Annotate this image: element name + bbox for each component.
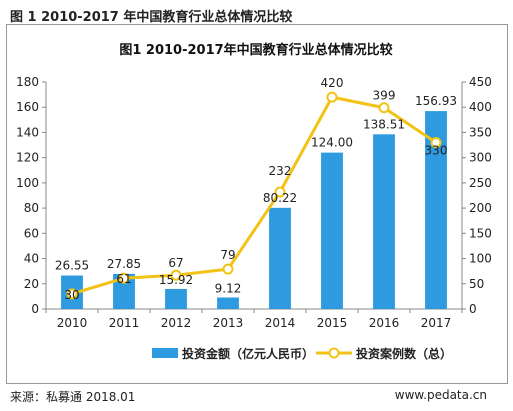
line-point	[170, 269, 182, 281]
line-series	[66, 91, 442, 300]
bar-value-label: 9.12	[215, 281, 242, 295]
y-right-tick-label: 150	[469, 226, 492, 240]
data-labels: 26.55 27.85 15.92 9.12 80.22 124.00 138.51 156.…	[55, 76, 457, 302]
x-tick-label: 2013	[213, 316, 244, 330]
source-note: 来源：私募通 2018.01	[10, 390, 136, 404]
bar	[269, 207, 291, 309]
line-value-label: 67	[168, 256, 183, 270]
legend-label-bar: 投资金额（亿元人民币）	[182, 346, 314, 361]
line-point	[118, 272, 130, 284]
chart-frame	[6, 24, 508, 384]
line-point	[274, 186, 286, 198]
bar-value-label: 15.92	[159, 273, 193, 287]
bar-value-label: 26.55	[55, 259, 89, 273]
x-tick-label: 2011	[109, 316, 140, 330]
y-right-tick-label: 200	[469, 201, 492, 215]
y-left-tick-label: 180	[16, 75, 39, 89]
bar-value-label: 80.22	[263, 191, 297, 205]
x-tick-label: 2016	[369, 316, 400, 330]
y-right-tick-label: 400	[469, 100, 492, 114]
y-right-tick-label: 100	[469, 252, 492, 266]
line-value-label: 330	[425, 144, 448, 158]
y-right-tick-label: 250	[469, 176, 492, 190]
chart-title: 图1 2010-2017年中国教育行业总体情况比较	[119, 42, 392, 58]
line-value-label: 30	[64, 288, 79, 302]
y-right-tick-label: 450	[469, 75, 492, 89]
bar	[321, 152, 343, 309]
bar-value-label: 27.85	[107, 257, 141, 271]
bar	[217, 297, 239, 309]
bar	[113, 273, 135, 309]
y-left-tick-label: 120	[16, 151, 39, 165]
line-point	[430, 137, 442, 149]
axes: 0 20 40 60 80 100 120 140 160 180 0 50 100 150 200 250 3…	[16, 75, 492, 330]
x-tick-label: 2014	[265, 316, 296, 330]
y-right-tick-label: 350	[469, 125, 492, 139]
y-left-tick-label: 140	[16, 125, 39, 139]
site-url: www.pedata.cn	[394, 388, 487, 402]
line-point	[378, 102, 390, 114]
line-value-label: 232	[269, 164, 292, 178]
bar-series	[61, 111, 447, 309]
y-left-tick-label: 40	[24, 252, 39, 266]
bar	[373, 134, 395, 309]
bar-value-label: 124.00	[311, 136, 353, 150]
y-left-tick-label: 100	[16, 176, 39, 190]
line-point	[326, 91, 338, 103]
y-left-tick-label: 20	[24, 277, 39, 291]
y-right-tick-label: 50	[469, 277, 484, 291]
legend: 投资金额（亿元人民币） 投资案例数（总）	[152, 346, 452, 361]
x-tick-label: 2010	[57, 316, 88, 330]
bar	[165, 288, 187, 309]
figure-title: 图 1 2010-2017 年中国教育行业总体情况比较	[10, 10, 293, 25]
line-value-label: 79	[220, 248, 235, 262]
y-right-tick-label: 300	[469, 151, 492, 165]
bar-value-label: 156.93	[415, 94, 457, 108]
y-right-tick-label: 0	[469, 302, 477, 316]
legend-swatch-bar	[152, 348, 178, 358]
y-left-tick-label: 80	[24, 201, 39, 215]
x-tick-label: 2017	[421, 316, 452, 330]
line-value-label: 399	[373, 89, 396, 103]
line-point	[66, 288, 78, 300]
line-point	[222, 263, 234, 275]
y-left-tick-label: 160	[16, 100, 39, 114]
line-path	[71, 95, 437, 296]
bar-value-label: 138.51	[363, 117, 405, 131]
y-left-tick-label: 60	[24, 226, 39, 240]
x-tick-label: 2012	[161, 316, 192, 330]
x-tick-label: 2015	[317, 316, 348, 330]
y-left-tick-label: 0	[31, 302, 39, 316]
line-value-label: 420	[321, 76, 344, 90]
legend-label-line: 投资案例数（总）	[356, 346, 452, 361]
line-value-label: 61	[116, 272, 131, 286]
legend-swatch-marker	[328, 347, 340, 359]
bar	[425, 111, 447, 309]
